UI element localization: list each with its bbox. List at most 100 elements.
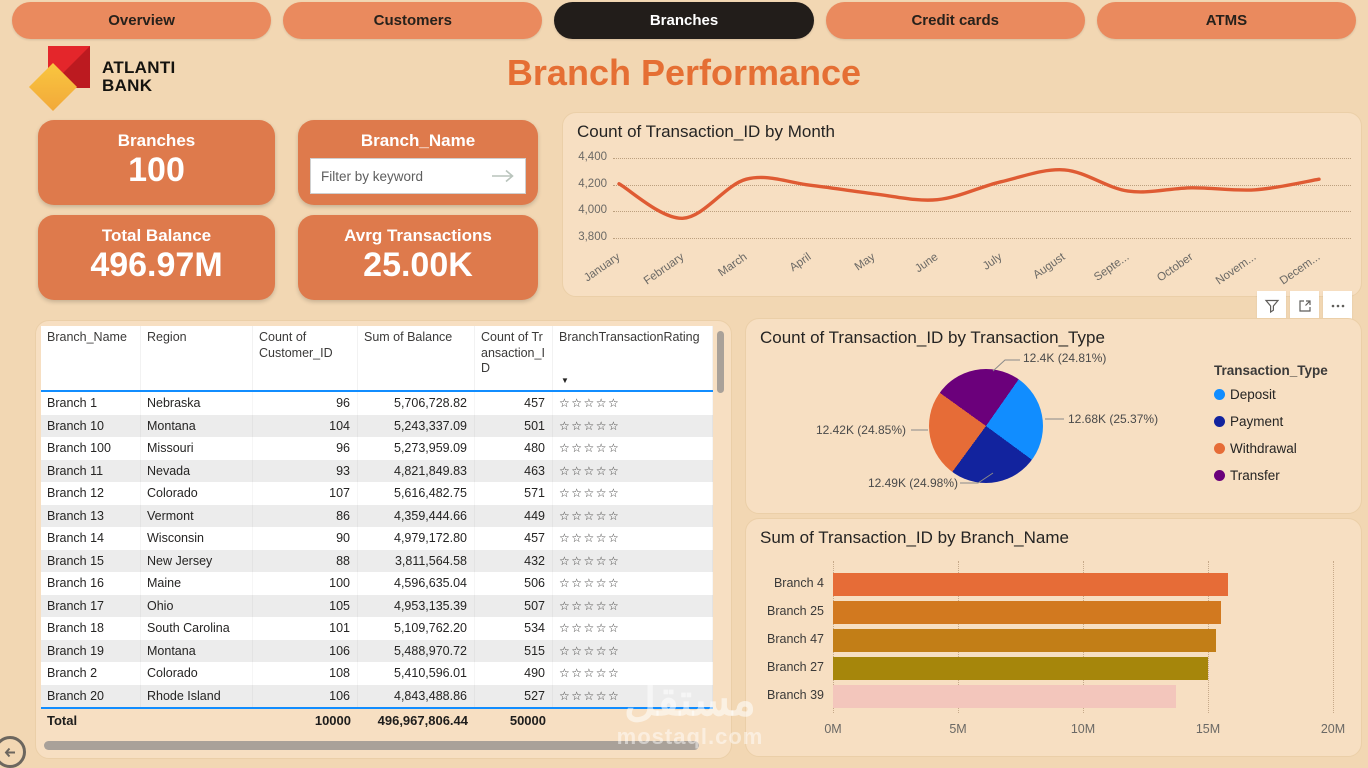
table-row[interactable]: Branch 15 New Jersey 88 3,811,564.58 432 ☆☆☆☆…	[41, 549, 713, 573]
line-gridline	[613, 211, 1351, 212]
column-header-6[interactable]: BranchTransactionRating	[553, 326, 713, 390]
bar-branch-4[interactable]	[833, 572, 1228, 596]
search-arrow-icon[interactable]	[491, 169, 515, 183]
pie-label-transfer: 12.4K (24.81%)	[1023, 351, 1107, 365]
bar-category-label: Branch 4	[773, 576, 824, 590]
bar-branch-27[interactable]	[833, 656, 1208, 680]
tab-branches[interactable]: Branches	[554, 2, 814, 39]
table-cell: 457	[475, 392, 553, 415]
table-cell: ☆☆☆☆☆	[553, 415, 713, 438]
table-cell: 5,616,482.75	[358, 482, 475, 505]
table-row[interactable]: Branch 2 Colorado 108 5,410,596.01 490 ☆☆☆☆☆	[41, 662, 713, 685]
legend-item-transfer[interactable]: Transfer	[1214, 468, 1328, 483]
y-axis-tick: 4,000	[578, 204, 607, 216]
table-cell: ☆☆☆☆☆	[553, 460, 713, 483]
bar-x-axis-tick: 15M	[1195, 722, 1221, 736]
table-cell: 107	[253, 482, 358, 505]
table-cell: Montana	[141, 415, 253, 438]
bar-x-axis-tick: 20M	[1320, 722, 1346, 736]
table-cell: Branch 13	[41, 505, 141, 528]
line-chart-card: Count of Transaction_ID by Month 4,400 4,…	[562, 112, 1362, 297]
bank-name-line2: BANK	[102, 76, 153, 95]
tab-atms[interactable]: ATMS	[1096, 2, 1357, 39]
table-cell: 480	[475, 437, 553, 460]
y-axis-tick: 4,400	[578, 151, 607, 163]
bar-category-label: Branch 25	[767, 604, 824, 618]
table-cell: Maine	[141, 572, 253, 595]
table-row[interactable]: Branch 12 Colorado 107 5,616,482.75 571 ☆☆☆☆☆	[41, 482, 713, 505]
table-cell: Branch 20	[41, 685, 141, 708]
table-cell: Branch 1	[41, 392, 141, 415]
total-value: 496,967,806.44	[377, 713, 468, 728]
table-cell: Rhode Island	[141, 685, 253, 708]
table-cell: 88	[253, 550, 358, 573]
table-cell: 108	[253, 662, 358, 685]
legend-dot-icon	[1214, 443, 1225, 454]
y-axis-tick: 4,200	[578, 177, 607, 190]
slicer-search-input[interactable]: Filter by keyword	[310, 158, 526, 194]
table-cell: 5,410,596.01	[358, 662, 475, 685]
table-row[interactable]: Branch 16 Maine 100 4,596,635.04 506 ☆☆☆☆☆	[41, 572, 713, 595]
tab-bar: Overview Customers Branches Credit cards ATM…	[12, 2, 1357, 39]
table-row[interactable]: Branch 18 South Carolina 101 5,109,762.20 53…	[41, 617, 713, 640]
kpi-branches-value: 100	[128, 151, 185, 189]
kpi-branches-label: Branches	[117, 131, 196, 150]
tab-overview[interactable]: Overview	[12, 2, 272, 39]
pie-chart[interactable]	[929, 369, 1043, 483]
bar-branch-25[interactable]	[833, 600, 1221, 624]
column-header-3[interactable]: Count of Customer_ID	[253, 326, 358, 390]
table-cell: 100	[253, 572, 358, 595]
legend-item-deposit[interactable]: Deposit	[1214, 387, 1328, 402]
table-cell: Branch 14	[41, 527, 141, 550]
table-row[interactable]: Branch 100 Missouri 96 5,273,959.09 480 ☆☆☆☆☆	[41, 437, 713, 460]
focus-mode-icon[interactable]	[1290, 291, 1319, 320]
sort-descending-icon[interactable]: ▼	[561, 376, 569, 385]
table-row[interactable]: Branch 11 Nevada 93 4,821,849.83 463 ☆☆☆☆☆	[41, 459, 713, 483]
table-cell: ☆☆☆☆☆	[553, 617, 713, 640]
pie-legend: Transaction_Type Deposit Payment Withdrawa…	[1214, 363, 1328, 495]
filter-icon[interactable]	[1257, 291, 1286, 320]
legend-item-withdrawal[interactable]: Withdrawal	[1214, 441, 1328, 456]
legend-item-payment[interactable]: Payment	[1214, 414, 1328, 429]
table-row[interactable]: Branch 20 Rhode Island 106 4,843,488.86 527 ☆…	[41, 684, 713, 708]
legend-dot-icon	[1214, 416, 1225, 427]
column-header-1[interactable]: Branch_Name	[41, 326, 141, 390]
y-axis-tick: 3,800	[578, 230, 607, 243]
table-cell: 4,843,488.86	[358, 685, 475, 708]
table-total-row: Total 10000 496,967,806.44 50000	[41, 708, 713, 734]
header-rule	[41, 390, 713, 392]
table-vertical-scrollbar[interactable]	[717, 331, 724, 393]
slicer-placeholder: Filter by keyword	[321, 168, 424, 184]
table-cell: 101	[253, 617, 358, 640]
table-cell: South Carolina	[141, 617, 253, 640]
back-button[interactable]	[0, 736, 26, 768]
more-options-icon[interactable]	[1323, 291, 1352, 320]
table-row[interactable]: Branch 17 Ohio 105 4,953,135.39 507 ☆☆☆☆☆	[41, 594, 713, 617]
table-horizontal-scrollbar[interactable]	[44, 741, 699, 750]
line-gridline	[613, 237, 1351, 239]
table-row[interactable]: Branch 14 Wisconsin 90 4,979,172.80 457 ☆☆☆☆☆	[41, 527, 713, 550]
column-header-5[interactable]: Count of Transaction_ID	[475, 326, 553, 390]
table-row[interactable]: Branch 1 Nebraska 96 5,706,728.82 457 ☆☆☆☆☆	[41, 392, 713, 415]
table-row[interactable]: Branch 19 Montana 106 5,488,970.72 515 ☆☆☆☆☆	[41, 639, 713, 662]
table-cell: 4,359,444.66	[358, 505, 475, 528]
kpi-avg-transactions-value: 25.00K	[363, 246, 473, 284]
column-header-2[interactable]: Region	[141, 326, 253, 390]
bar-branch-47[interactable]	[833, 628, 1216, 652]
line-chart-title: Count of Transaction_ID by Month	[577, 122, 835, 141]
kpi-branches: Branches 100	[38, 120, 275, 205]
table-row[interactable]: Branch 10 Montana 104 5,243,337.09 501 ☆☆☆☆☆	[41, 414, 713, 438]
tab-credit-cards[interactable]: Credit cards	[825, 2, 1085, 39]
pie-chart-card: Count of Transaction_ID by Transaction_T…	[745, 318, 1362, 514]
tab-customers[interactable]: Customers	[283, 2, 543, 39]
bar-x-axis-tick: 5M	[949, 722, 967, 736]
bar-branch-39[interactable]	[833, 684, 1176, 708]
kpi-total-balance-label: Total Balance	[101, 226, 212, 245]
table-row[interactable]: Branch 13 Vermont 86 4,359,444.66 449 ☆☆☆☆☆	[41, 504, 713, 528]
table-cell: 86	[253, 505, 358, 528]
table-cell: 4,596,635.04	[358, 572, 475, 595]
table-cell: ☆☆☆☆☆	[553, 550, 713, 573]
bank-name-line1: ATLANTI	[102, 58, 176, 78]
total-value: 10000	[314, 713, 351, 728]
column-header-4[interactable]: Sum of Balance	[358, 326, 475, 390]
